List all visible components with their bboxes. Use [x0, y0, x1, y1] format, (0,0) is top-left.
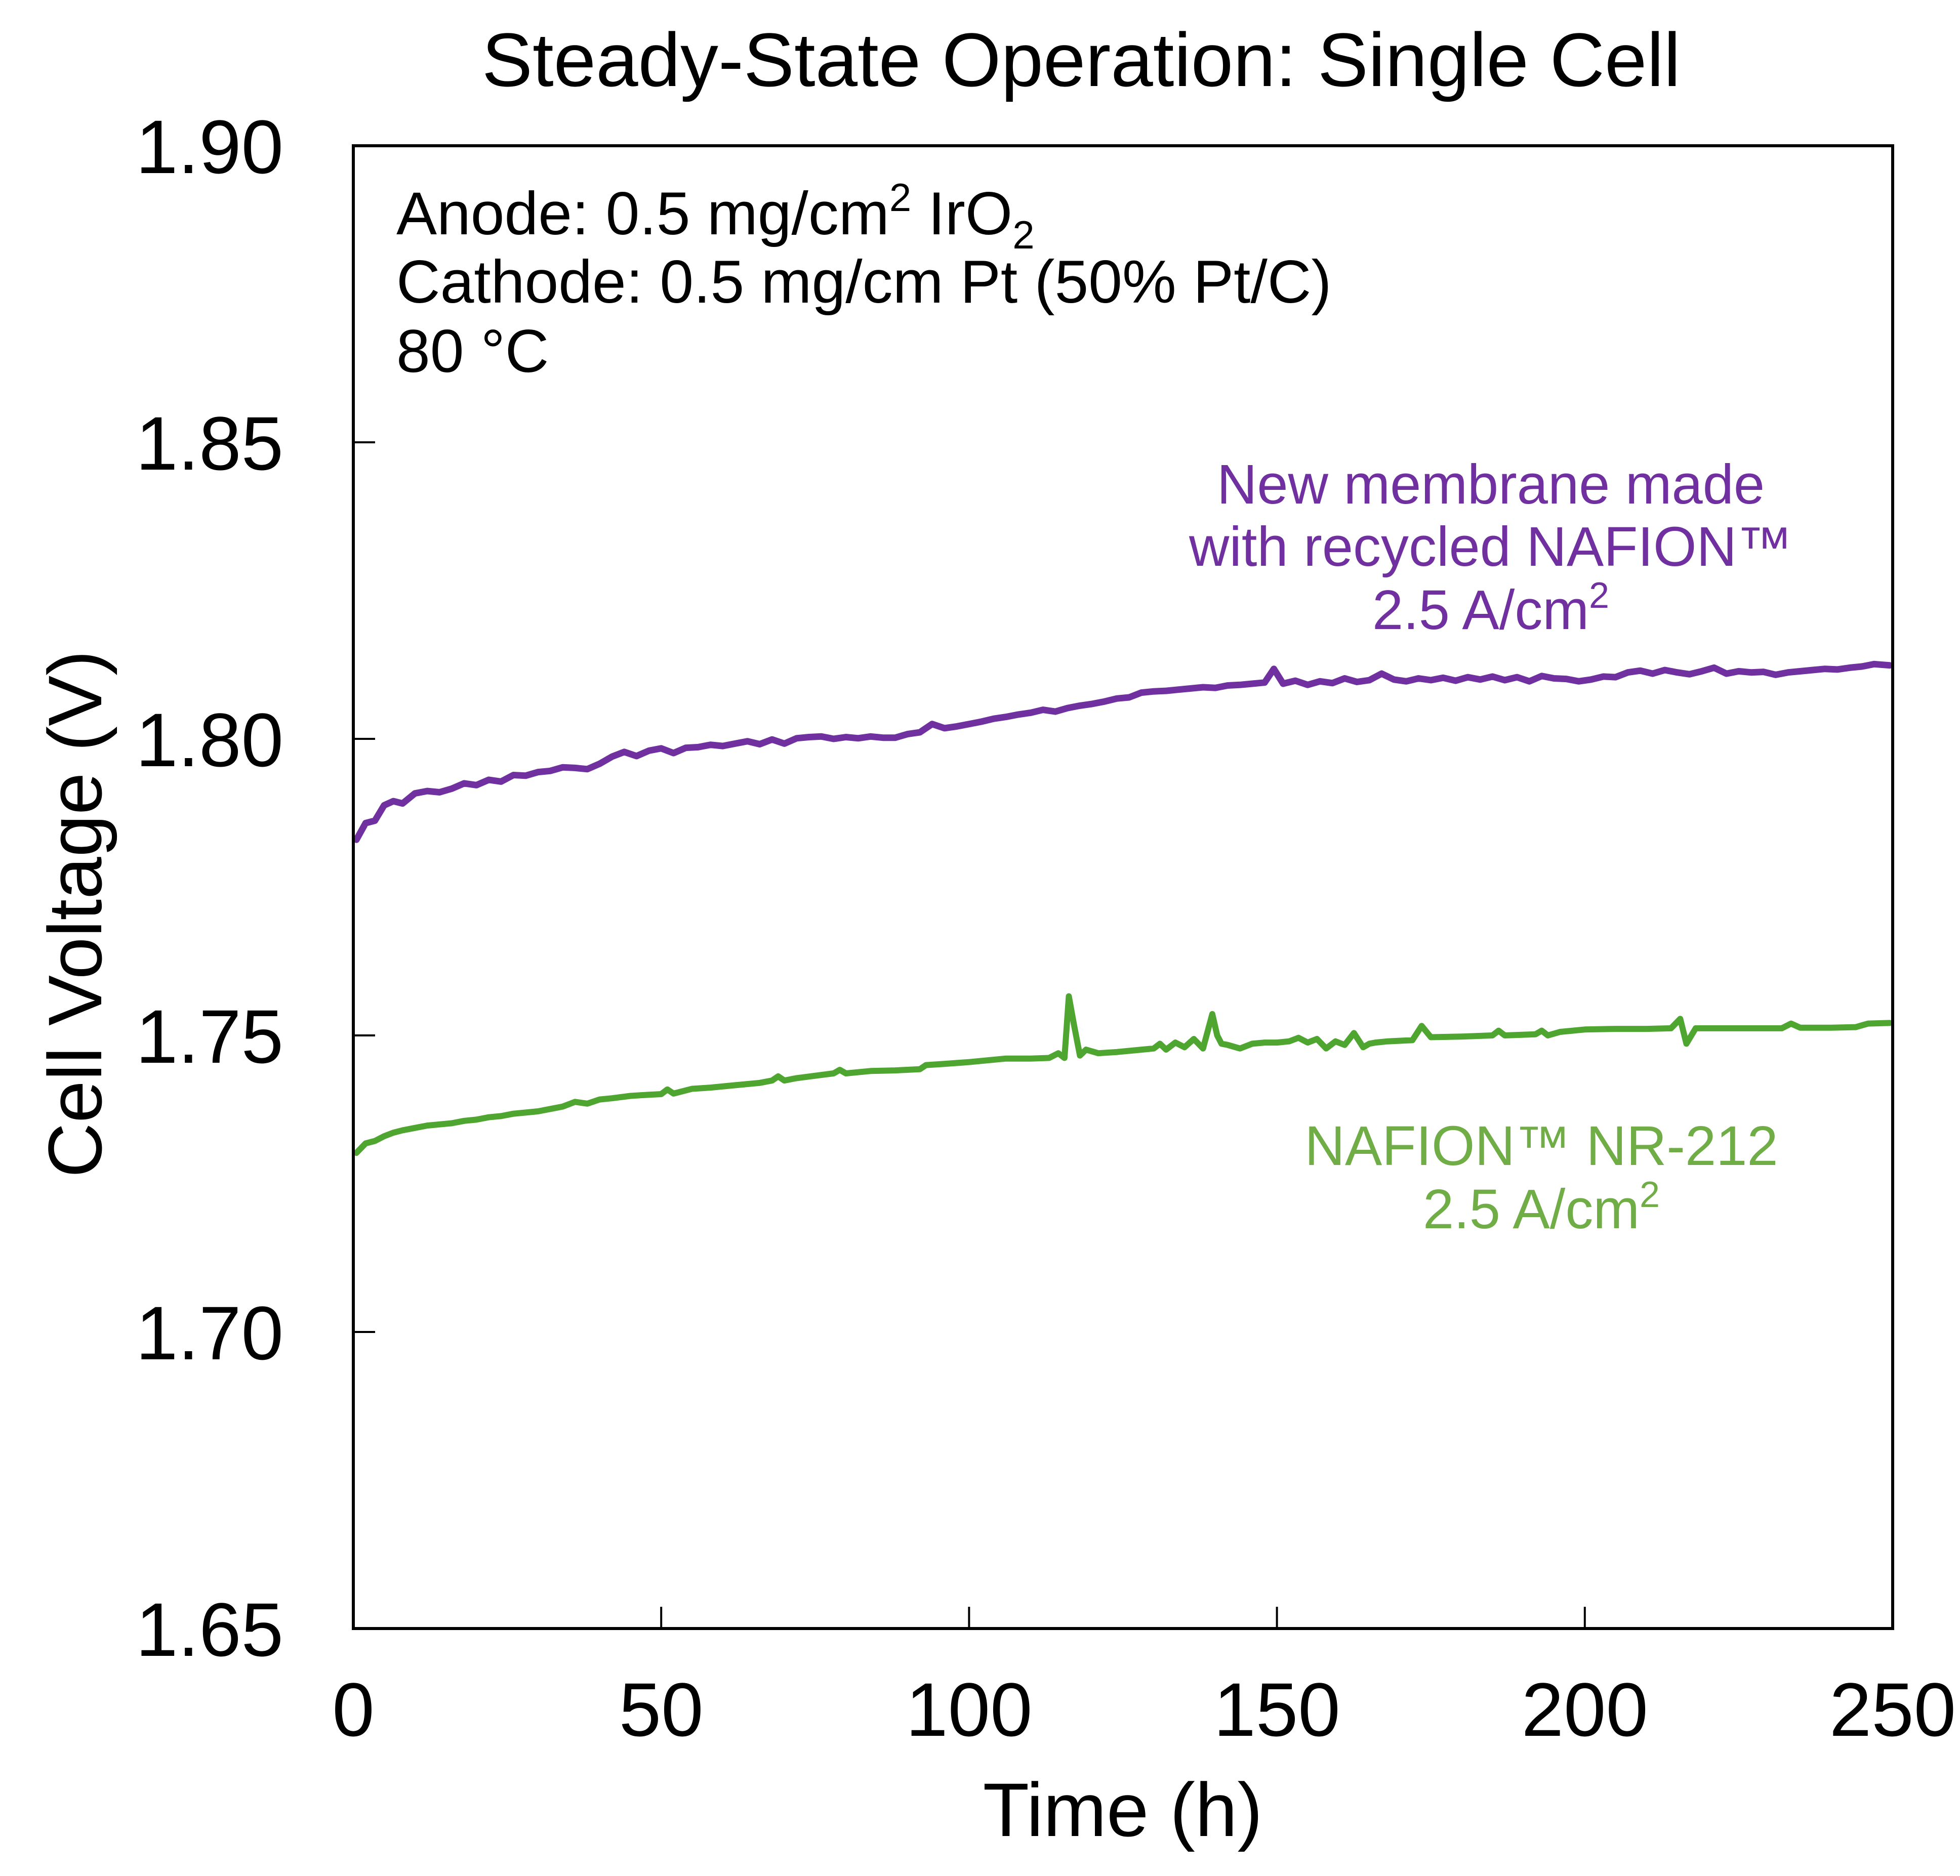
x-tick-label: 250: [1829, 1667, 1956, 1752]
series-label-nr212-current: 2.5 A/cm2: [1423, 1175, 1660, 1240]
series-label-recycled-current: 2.5 A/cm2: [1372, 575, 1609, 641]
series-label-nr212: NAFION™ NR-212 2.5 A/cm2: [1304, 1115, 1778, 1240]
series-label-recycled-line2: with recycled NAFION™: [1189, 516, 1792, 578]
y-tick-label: 1.75: [136, 994, 283, 1079]
current-sup: 2: [1640, 1175, 1660, 1215]
x-axis-label: Time (h): [983, 1767, 1263, 1852]
x-tick-label: 50: [619, 1667, 704, 1752]
x-axis: 0 50 100 150 200 250: [332, 1607, 1956, 1752]
anode-sub: 2: [1012, 213, 1034, 257]
y-tick-label: 1.70: [136, 1290, 283, 1375]
y-tick-label: 1.65: [136, 1587, 283, 1672]
series-layer: [353, 660, 1893, 1156]
series-line-recycled-nafion: [353, 660, 1893, 843]
series-line-nafion-nr212: [353, 993, 1893, 1156]
x-tick-label: 200: [1522, 1667, 1648, 1752]
series-label-recycled-line1: New membrane made: [1217, 453, 1765, 516]
plot-frame: [352, 144, 1894, 1630]
anode-text: Anode: 0.5 mg/cm: [396, 180, 889, 247]
anode-catalyst: IrO: [911, 180, 1012, 247]
temperature-condition: 80 °C: [396, 317, 549, 385]
x-tick-label: 100: [906, 1667, 1032, 1752]
series-label-recycled: New membrane made with recycled NAFION™ …: [1189, 453, 1792, 641]
y-tick-label: 1.90: [136, 104, 283, 189]
chart-title: Steady-State Operation: Single Cell: [482, 17, 1681, 102]
current-text: 2.5 A/cm: [1372, 579, 1589, 641]
cathode-condition: Cathode: 0.5 mg/cm Pt (50% Pt/C): [396, 248, 1331, 316]
current-sup: 2: [1589, 575, 1609, 616]
current-text: 2.5 A/cm: [1423, 1178, 1640, 1240]
anode-sup: 2: [889, 175, 911, 220]
conditions-annotation: Anode: 0.5 mg/cm2 IrO2 Cathode: 0.5 mg/c…: [396, 175, 1331, 385]
x-tick-label: 0: [332, 1667, 374, 1752]
x-tick-label: 150: [1213, 1667, 1340, 1752]
y-axis: 1.65 1.70 1.75 1.80 1.85 1.90: [136, 104, 375, 1672]
y-tick-label: 1.85: [136, 401, 283, 486]
series-label-nr212-line1: NAFION™ NR-212: [1304, 1115, 1778, 1177]
y-axis-label: Cell Voltage (V): [32, 650, 117, 1178]
y-tick-label: 1.80: [136, 697, 283, 782]
anode-condition: Anode: 0.5 mg/cm2 IrO2: [396, 175, 1035, 257]
